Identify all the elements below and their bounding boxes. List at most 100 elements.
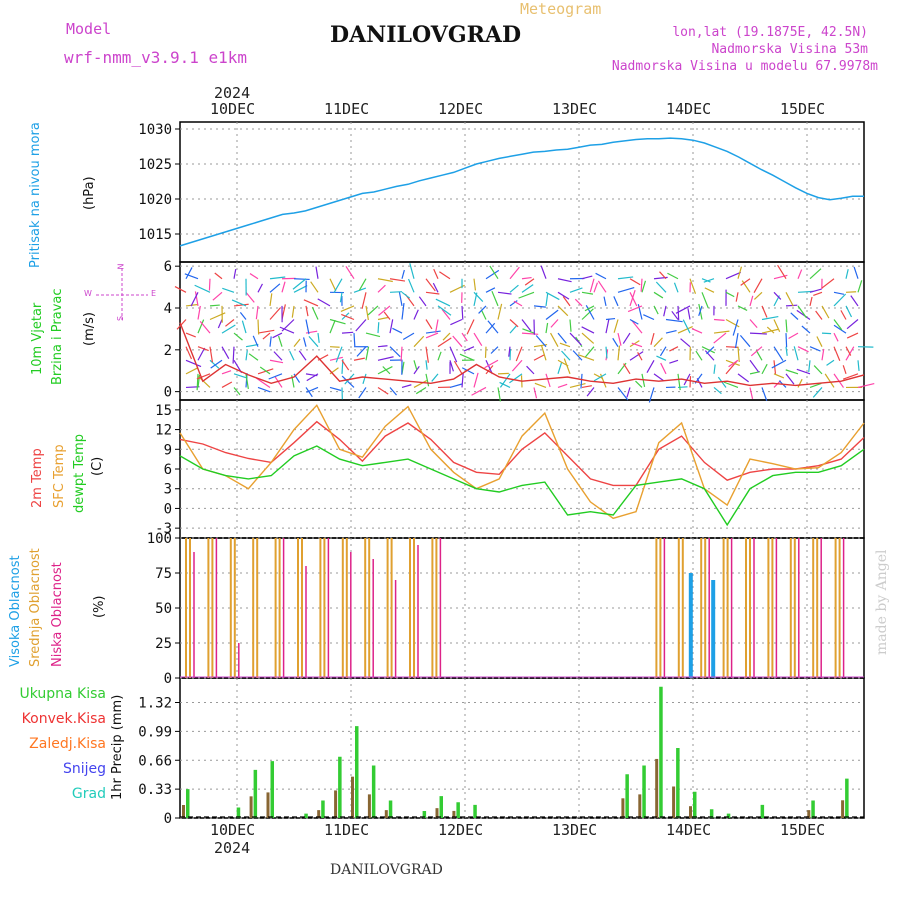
wind-arrow xyxy=(401,384,412,389)
wind-arrow xyxy=(824,373,835,388)
wind-arrow xyxy=(509,319,519,328)
temp-tick-label: -3 xyxy=(155,521,172,537)
wind-arrow xyxy=(535,335,547,348)
wind-arrow xyxy=(557,291,570,300)
wind-arrow xyxy=(749,295,754,307)
wind-arrow xyxy=(846,319,859,330)
wind-arrow xyxy=(569,287,583,293)
wind-arrow xyxy=(713,332,727,344)
wind-arrow xyxy=(340,305,355,312)
wind-arrow xyxy=(840,310,847,320)
wind-arrow xyxy=(842,365,847,375)
wind-arrow xyxy=(268,373,283,380)
wind-arrow xyxy=(497,303,503,320)
wind-arrow xyxy=(358,278,367,291)
wind-arrow xyxy=(293,338,301,348)
wind-arrow xyxy=(269,336,272,347)
wind-arrow xyxy=(459,353,475,361)
temp-tick-label: 0 xyxy=(164,501,172,517)
wind-arrow xyxy=(593,373,607,382)
wind-arrow xyxy=(197,347,206,361)
wind-arrow xyxy=(377,366,393,375)
wind-arrow xyxy=(453,360,463,375)
wind-arrow xyxy=(557,332,567,344)
wind-arrow xyxy=(425,332,439,339)
wind-arrow xyxy=(233,332,243,341)
wind-arrow xyxy=(521,276,532,280)
wind-arrow xyxy=(305,305,309,317)
wind-arrow xyxy=(442,332,451,341)
wind-arrow xyxy=(194,284,211,293)
wind-arrow xyxy=(735,292,739,302)
wind-arrow xyxy=(665,318,683,323)
wind-arrow xyxy=(197,305,201,320)
wind-arrow xyxy=(796,368,811,375)
wind-arrow xyxy=(682,319,691,334)
wind-arrow xyxy=(401,291,411,299)
wind-arrow xyxy=(217,319,223,329)
wind-arrow xyxy=(833,319,843,331)
wind-arrow xyxy=(595,272,607,280)
date-label-bottom: 14DEC xyxy=(666,821,712,839)
wind-arrow xyxy=(208,278,211,291)
wind-arrow xyxy=(273,351,283,361)
wind-arrow xyxy=(821,305,830,319)
wind-arrow xyxy=(289,350,295,361)
wind-arrow xyxy=(597,280,607,293)
precip-tick-label: 0.66 xyxy=(138,753,172,769)
wind-arrow xyxy=(813,291,823,297)
pressure-tick-label: 1030 xyxy=(138,122,172,138)
wind-arrow xyxy=(185,359,202,368)
wind-arrow xyxy=(257,386,271,393)
precip-total-bar xyxy=(270,761,274,818)
wind-arrow xyxy=(533,387,538,399)
wind-arrow xyxy=(377,356,394,361)
wind-arrow xyxy=(550,332,559,347)
precip-aux-bar xyxy=(672,786,676,818)
wind-arrow xyxy=(245,373,249,390)
wind-arrow xyxy=(431,373,439,382)
wind-arrow xyxy=(813,365,823,375)
wind-arrow xyxy=(833,346,841,361)
wind-arrow xyxy=(466,319,475,335)
wind-arrow xyxy=(617,345,621,361)
pressure-tick-label: 1015 xyxy=(138,227,172,243)
wind-arrow xyxy=(433,268,439,279)
wind-arrow xyxy=(305,319,310,335)
wind-arrow xyxy=(509,266,520,280)
wind-arrow xyxy=(605,346,608,359)
wind-arrow xyxy=(691,328,703,334)
wind-arrow xyxy=(461,367,475,375)
precip-legend-frozen: Zaledj.Kisa xyxy=(29,736,106,752)
wind-arrow xyxy=(248,353,259,361)
wind-arrow xyxy=(737,373,749,383)
wind-arrow xyxy=(613,296,619,307)
wind-arrow xyxy=(487,320,499,334)
wind-arrow xyxy=(857,360,860,371)
precip-legend-snow: Snijeg xyxy=(62,761,106,777)
wind-arrow xyxy=(257,283,263,293)
wind-arrow xyxy=(461,305,464,320)
pressure-tick-label: 1020 xyxy=(138,192,172,208)
wind-arrow xyxy=(605,317,616,321)
wind-arrow xyxy=(704,350,715,361)
wind-arrow xyxy=(669,359,679,364)
wind-arrow xyxy=(418,296,427,307)
wind-arrow xyxy=(773,360,777,374)
wind-arrow xyxy=(259,366,271,375)
wind-arrow xyxy=(761,363,768,375)
wind-arrow xyxy=(449,383,463,389)
wind-arrow xyxy=(627,305,643,313)
wind-arrow xyxy=(499,381,511,388)
wind-arrow xyxy=(362,373,367,385)
wind-arrow xyxy=(785,292,794,307)
wind-arrow xyxy=(713,386,722,395)
wind-arrow xyxy=(797,269,803,279)
wind-arrow xyxy=(675,305,691,314)
wind-arrow xyxy=(473,372,479,388)
wind-arrow xyxy=(857,280,863,293)
wind-arrow xyxy=(269,293,273,306)
wind-arrow xyxy=(660,362,667,375)
wind-arrow xyxy=(478,305,487,314)
wind-arrow xyxy=(485,269,500,280)
